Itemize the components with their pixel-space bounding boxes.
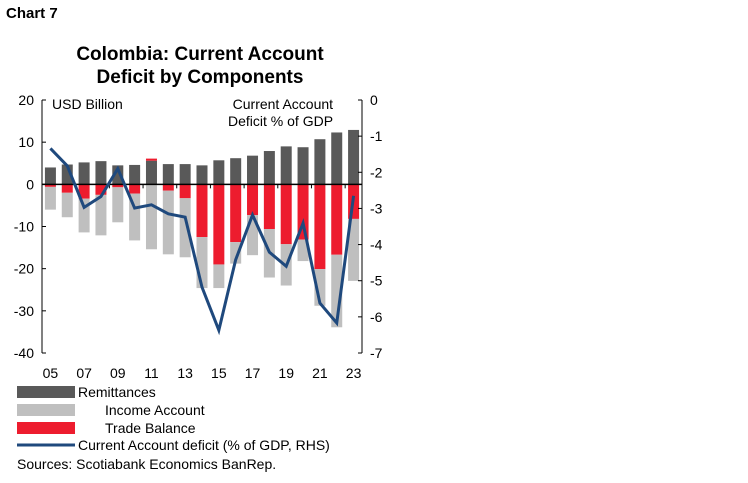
right-tick-label: -7 xyxy=(370,345,383,361)
income-account-bar xyxy=(314,269,326,306)
trade-balance-bar xyxy=(162,184,174,191)
income-account-bar xyxy=(213,264,225,289)
remittances-bar xyxy=(95,161,107,185)
trade-balance-bar xyxy=(95,184,107,195)
chart-title: Colombia: Current Account Deficit by Com… xyxy=(0,43,400,89)
x-tick-label: 09 xyxy=(110,365,126,381)
legend-swatch-income-account xyxy=(17,404,75,416)
income-account-bar xyxy=(162,190,174,255)
right-tick-label: -3 xyxy=(370,200,383,216)
income-account-bar xyxy=(44,186,56,210)
remittances-bar xyxy=(297,147,309,185)
left-tick-label: 0 xyxy=(26,176,34,192)
trade-balance-bar xyxy=(145,158,157,161)
trade-balance-bar xyxy=(263,184,275,230)
remittances-bar xyxy=(348,129,360,185)
right-axis-label-line-2: Deficit % of GDP xyxy=(228,113,334,129)
remittances-bar xyxy=(145,160,157,185)
remittances-bar xyxy=(314,139,326,185)
remittances-bar xyxy=(129,164,141,185)
trade-balance-bar xyxy=(297,184,309,240)
remittances-bar xyxy=(196,165,208,185)
income-account-bar xyxy=(145,184,157,250)
chart-title-line-2: Deficit by Components xyxy=(96,67,304,88)
remittances-bar xyxy=(263,151,275,185)
right-tick-label: -5 xyxy=(370,273,383,289)
x-tick-label: 21 xyxy=(312,365,328,381)
trade-balance-bar xyxy=(230,184,242,243)
remittances-bar xyxy=(331,132,343,185)
x-tick-label: 15 xyxy=(211,365,227,381)
trade-balance-bar xyxy=(112,184,124,188)
remittances-bar xyxy=(112,165,124,185)
trade-balance-bar xyxy=(78,184,90,199)
trade-balance-bar xyxy=(179,184,191,199)
income-account-bar xyxy=(112,187,124,223)
left-tick-label: 20 xyxy=(18,92,34,108)
right-tick-label: -2 xyxy=(370,164,383,180)
current-account-line xyxy=(49,147,356,336)
income-account-bar xyxy=(230,242,242,264)
left-tick-label: -20 xyxy=(14,261,34,277)
income-account-bar xyxy=(179,198,191,258)
legend-label: Remittances xyxy=(78,384,156,400)
x-tick-label: 23 xyxy=(346,365,362,381)
left-tick-label: 10 xyxy=(18,134,34,150)
income-account-bar xyxy=(196,237,208,289)
income-account-bar xyxy=(348,218,360,281)
remittances-bar xyxy=(61,164,73,185)
right-axis-label: Current Account Deficit % of GDP xyxy=(228,96,333,130)
legend-label: Income Account xyxy=(105,402,205,418)
legend-label: Current Account deficit (% of GDP, RHS) xyxy=(78,437,330,453)
right-tick-label: -1 xyxy=(370,128,383,144)
trade-balance-bar xyxy=(213,184,225,265)
remittances-bar xyxy=(230,158,242,185)
income-account-bar xyxy=(331,254,343,328)
x-tick-label: 19 xyxy=(278,365,294,381)
trade-balance-bar xyxy=(44,184,56,187)
right-tick-label: -6 xyxy=(370,309,383,325)
legend-label: Trade Balance xyxy=(105,420,196,436)
chart-number: Chart 7 xyxy=(6,5,58,22)
left-tick-label: -30 xyxy=(14,303,34,319)
chart-title-line-1: Colombia: Current Account xyxy=(76,44,324,65)
trade-balance-bar xyxy=(314,184,326,270)
right-axis-label-line-1: Current Account xyxy=(232,96,334,112)
sources: Sources: Scotiabank Economics BanRep. xyxy=(17,456,277,472)
trade-balance-bar xyxy=(61,184,73,193)
income-account-bar xyxy=(129,193,141,241)
x-tick-label: 13 xyxy=(177,365,193,381)
right-tick-label: -4 xyxy=(370,237,383,253)
legend-swatch-trade-balance xyxy=(17,422,75,434)
trade-balance-bar xyxy=(129,184,141,194)
left-tick-label: -40 xyxy=(14,345,34,361)
income-account-bar xyxy=(61,192,73,218)
remittances-bar xyxy=(280,146,292,185)
trade-balance-bar xyxy=(247,184,259,216)
trade-balance-bar xyxy=(196,184,208,238)
remittances-bar xyxy=(44,167,56,185)
income-account-bar xyxy=(297,239,309,262)
remittances-bar xyxy=(247,155,259,185)
income-account-bar xyxy=(78,198,90,233)
remittances-bar xyxy=(78,162,90,185)
x-tick-label: 17 xyxy=(245,365,261,381)
income-account-bar xyxy=(95,194,107,236)
trade-balance-bar xyxy=(280,184,292,245)
trade-balance-bar xyxy=(331,184,343,255)
x-tick-label: 05 xyxy=(43,365,59,381)
x-tick-label: 07 xyxy=(76,365,92,381)
remittances-bar xyxy=(179,164,191,185)
left-tick-label: -10 xyxy=(14,219,34,235)
x-tick-label: 11 xyxy=(144,365,159,381)
remittances-bar xyxy=(213,160,225,185)
right-tick-label: 0 xyxy=(370,92,378,108)
income-account-bar xyxy=(247,215,259,256)
left-axis-label: USD Billion xyxy=(52,96,123,112)
remittances-bar xyxy=(162,164,174,185)
legend-swatch-remittances xyxy=(17,386,75,398)
